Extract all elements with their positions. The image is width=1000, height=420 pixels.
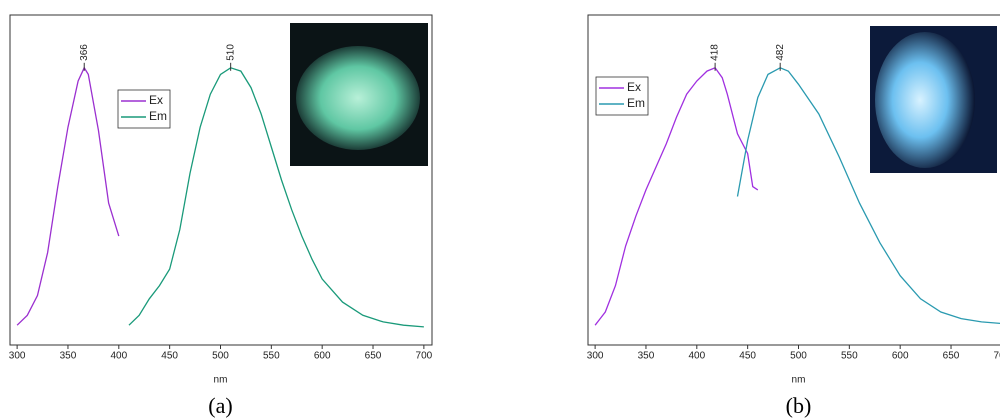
x-tick-label: 700 bbox=[994, 351, 1000, 362]
x-tick-label: 500 bbox=[212, 351, 229, 362]
peak-label: 366 bbox=[79, 44, 90, 61]
x-tick-label: 600 bbox=[314, 351, 331, 362]
peak-label: 418 bbox=[710, 44, 721, 61]
x-tick-label: 500 bbox=[790, 351, 807, 362]
x-tick-label: 550 bbox=[263, 351, 280, 362]
plot-frame bbox=[9, 14, 433, 346]
x-tick-label: 650 bbox=[365, 351, 382, 362]
x-tick-label: 450 bbox=[161, 351, 178, 362]
series-line bbox=[594, 67, 759, 326]
x-tick-label: 400 bbox=[110, 351, 127, 362]
peak-label: 510 bbox=[225, 44, 236, 61]
plot-frame bbox=[587, 14, 1000, 346]
panel-label: (b) bbox=[786, 393, 812, 418]
x-tick-label: 400 bbox=[688, 351, 705, 362]
legend-label: Em bbox=[149, 109, 167, 123]
x-tick-label: 350 bbox=[60, 351, 77, 362]
x-tick-label: 350 bbox=[638, 351, 655, 362]
series-line bbox=[16, 66, 120, 326]
legend-label: Ex bbox=[627, 80, 641, 94]
x-tick-label: 300 bbox=[587, 351, 604, 362]
legend-label: Em bbox=[627, 96, 645, 110]
x-tick-label: 450 bbox=[739, 351, 756, 362]
x-axis-label: nm bbox=[214, 375, 228, 386]
inset-photo bbox=[290, 23, 428, 166]
legend-box bbox=[595, 76, 649, 116]
legend-label: Ex bbox=[149, 93, 163, 107]
x-tick-label: 650 bbox=[943, 351, 960, 362]
x-tick-label: 300 bbox=[9, 351, 26, 362]
series-line bbox=[736, 67, 1000, 325]
inset-photo bbox=[870, 26, 997, 173]
x-tick-label: 550 bbox=[841, 351, 858, 362]
x-axis-label: nm bbox=[792, 375, 806, 386]
x-tick-label: 700 bbox=[416, 351, 433, 362]
peak-label: 482 bbox=[775, 44, 786, 61]
panel-label: (a) bbox=[208, 393, 232, 418]
legend-box bbox=[117, 89, 171, 129]
series-line bbox=[128, 67, 424, 328]
x-tick-label: 600 bbox=[892, 351, 909, 362]
